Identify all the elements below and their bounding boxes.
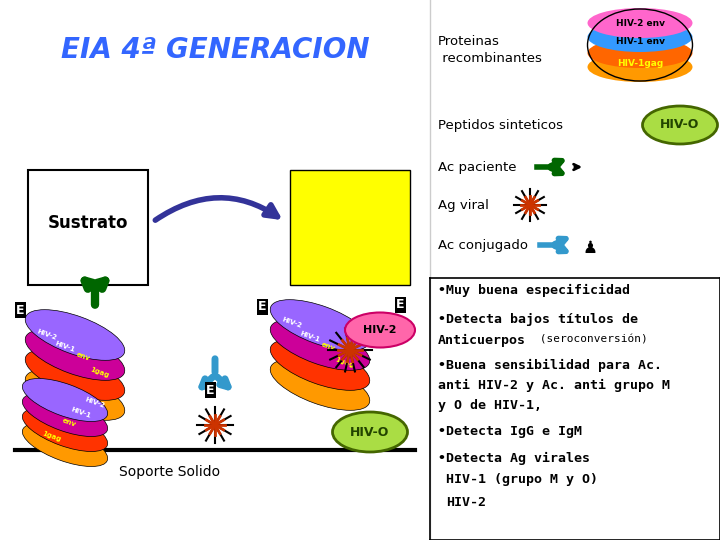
Ellipse shape xyxy=(25,330,125,380)
Ellipse shape xyxy=(270,300,370,350)
Text: Peptidos sinteticos: Peptidos sinteticos xyxy=(438,118,563,132)
Ellipse shape xyxy=(642,106,718,144)
Text: HIV-2: HIV-2 xyxy=(282,316,303,329)
Text: HIV-1: HIV-1 xyxy=(70,407,92,420)
Bar xyxy=(28,170,148,285)
Text: HIV-1 env: HIV-1 env xyxy=(616,37,665,45)
Text: •Detecta bajos títulos de: •Detecta bajos títulos de xyxy=(438,314,638,327)
Text: Sustrato: Sustrato xyxy=(48,213,128,232)
Text: Ac conjugado: Ac conjugado xyxy=(438,239,528,252)
Ellipse shape xyxy=(25,350,125,400)
Ellipse shape xyxy=(588,22,693,52)
Text: 1gag: 1gag xyxy=(41,431,61,443)
Text: HIV-2: HIV-2 xyxy=(84,397,106,409)
Ellipse shape xyxy=(25,309,125,360)
Text: env: env xyxy=(320,342,336,352)
Text: y O de HIV-1,: y O de HIV-1, xyxy=(438,399,542,411)
Text: HIV-2 env: HIV-2 env xyxy=(616,18,665,28)
Text: env: env xyxy=(61,418,77,428)
Ellipse shape xyxy=(22,379,107,422)
Text: ♟: ♟ xyxy=(582,239,598,257)
Text: HIV-1 (grupo M y O): HIV-1 (grupo M y O) xyxy=(446,474,598,487)
Text: HIV-O: HIV-O xyxy=(351,426,390,438)
Ellipse shape xyxy=(588,8,693,38)
Ellipse shape xyxy=(22,423,107,467)
Text: E: E xyxy=(206,383,215,396)
Text: HIV-2: HIV-2 xyxy=(364,325,397,335)
Text: E: E xyxy=(16,303,24,316)
Text: HIV-O: HIV-O xyxy=(660,118,700,132)
Text: HIV-2: HIV-2 xyxy=(36,329,58,341)
Bar xyxy=(290,170,410,285)
Text: E: E xyxy=(16,303,24,316)
Text: HIV-2: HIV-2 xyxy=(446,496,486,509)
Text: Proteinas
 recombinantes: Proteinas recombinantes xyxy=(438,35,542,65)
Ellipse shape xyxy=(270,360,370,410)
Text: E: E xyxy=(258,300,266,314)
Ellipse shape xyxy=(333,412,408,452)
Text: E: E xyxy=(396,299,404,312)
Ellipse shape xyxy=(270,340,370,390)
Text: HIV-1: HIV-1 xyxy=(54,341,76,353)
Text: Ac paciente: Ac paciente xyxy=(438,160,516,173)
Ellipse shape xyxy=(22,408,107,451)
Text: •Detecta Ag virales: •Detecta Ag virales xyxy=(438,451,590,464)
Text: 1gag: 1gag xyxy=(333,357,354,369)
Text: Anticuerpos: Anticuerpos xyxy=(438,334,526,347)
Ellipse shape xyxy=(588,38,693,68)
Ellipse shape xyxy=(270,320,370,370)
Text: anti HIV-2 y Ac. anti grupo M: anti HIV-2 y Ac. anti grupo M xyxy=(438,379,670,392)
Text: E: E xyxy=(258,300,266,314)
Text: 1gag: 1gag xyxy=(89,367,109,379)
Text: (seroconversión): (seroconversión) xyxy=(533,335,648,345)
Text: Ag viral: Ag viral xyxy=(438,199,489,212)
Text: HIV-1gag: HIV-1gag xyxy=(617,58,663,68)
Text: E: E xyxy=(396,299,404,312)
Ellipse shape xyxy=(345,313,415,348)
Ellipse shape xyxy=(22,394,107,436)
Text: E: E xyxy=(206,383,215,396)
Text: Soporte Solido: Soporte Solido xyxy=(120,465,220,479)
Text: •Detecta IgG e IgM: •Detecta IgG e IgM xyxy=(438,426,582,438)
Text: HIV-1: HIV-1 xyxy=(300,330,321,343)
Ellipse shape xyxy=(25,370,125,420)
Text: •Muy buena especificidad: •Muy buena especificidad xyxy=(438,284,630,296)
FancyArrowPatch shape xyxy=(156,198,278,220)
Text: EIA 4ª GENERACION: EIA 4ª GENERACION xyxy=(60,36,369,64)
Ellipse shape xyxy=(588,52,693,82)
Text: •Buena sensibilidad para Ac.: •Buena sensibilidad para Ac. xyxy=(438,359,662,372)
Text: env: env xyxy=(75,352,91,362)
